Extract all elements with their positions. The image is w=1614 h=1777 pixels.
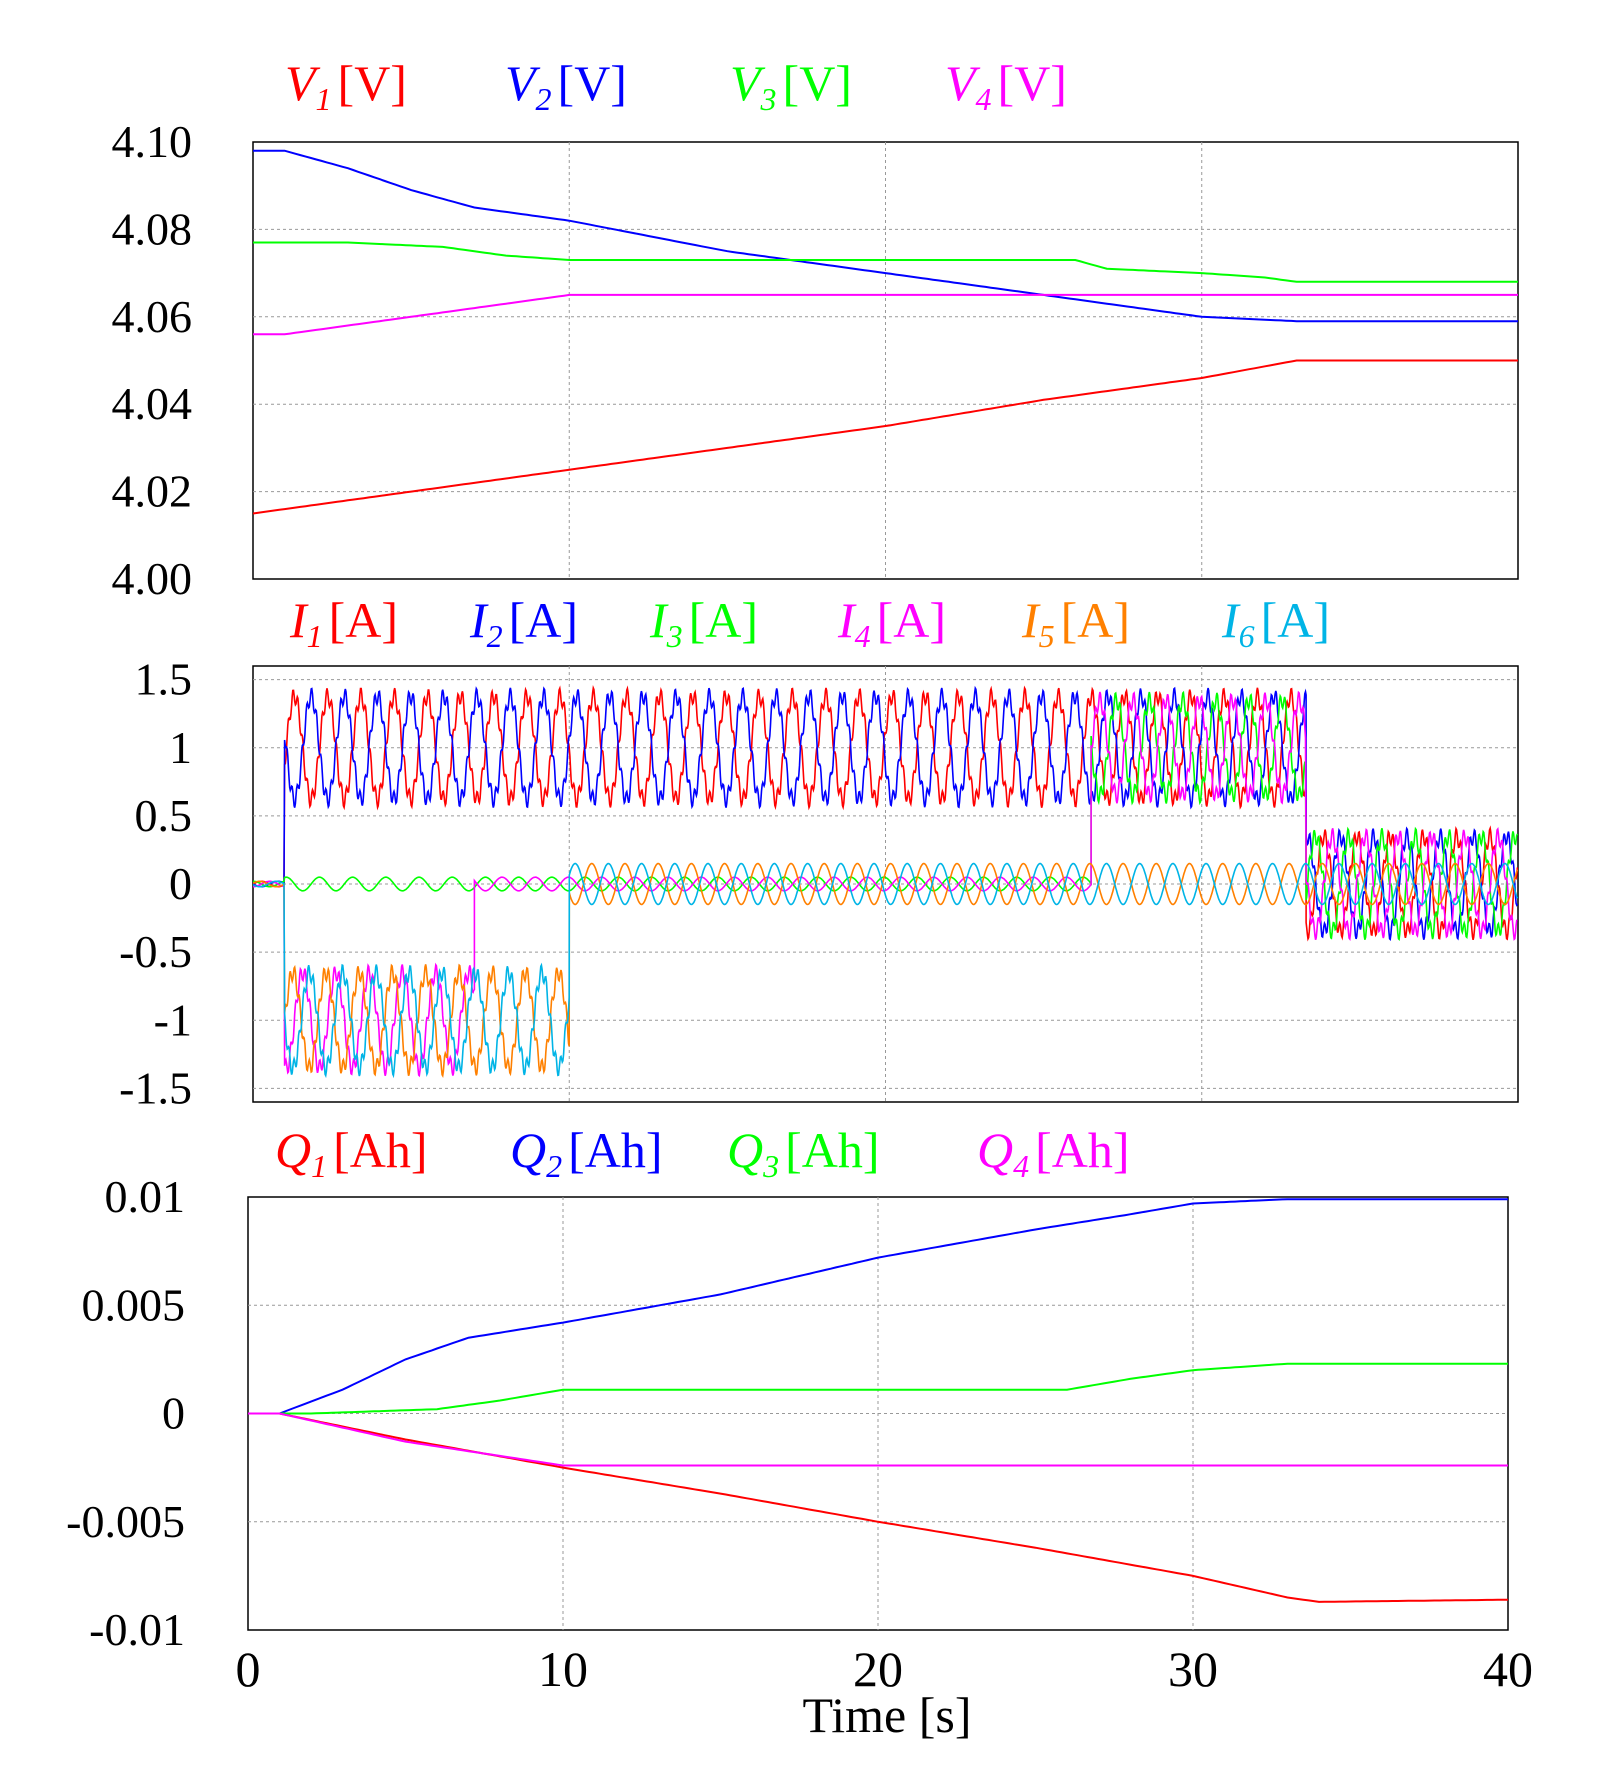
y-tick-label: 4.04 — [112, 378, 193, 429]
legend-entry-i5: I5 [A] — [1021, 592, 1130, 654]
legend-entry-i6: I6 [A] — [1221, 592, 1330, 654]
legend-entry-q3: Q3 [Ah] — [727, 1122, 880, 1184]
legend-entry-v1: V1 [V] — [285, 55, 407, 117]
current-panel: 1.5 1 0.5 0 -0.5 -1 -1.5 I1 [A] I2 [A] I3 [A] I4 [A] I5… — [119, 592, 1519, 1113]
series-line-v3 — [253, 241, 1518, 283]
legend-entry-q4: Q4 [Ah] — [977, 1122, 1130, 1184]
y-tick-label: 4.02 — [112, 466, 193, 517]
x-tick-label: 40 — [1483, 1641, 1533, 1697]
y-tick-label: 4.08 — [112, 203, 193, 254]
series-line-q4 — [248, 1412, 1508, 1467]
x-tick-label: 0 — [236, 1641, 261, 1697]
legend-entry-i4: I4 [A] — [837, 592, 946, 654]
y-tick-label: 0.01 — [105, 1171, 186, 1222]
y-tick-label: 0.005 — [82, 1279, 186, 1330]
series-line-v1 — [253, 359, 1518, 515]
series-line-i4 — [253, 690, 1518, 1078]
series-line-i5 — [253, 862, 1518, 1079]
legend-entry-v2: V2 [V] — [505, 55, 627, 117]
series-line-q3 — [248, 1362, 1508, 1415]
x-tick-label: 30 — [1168, 1641, 1218, 1697]
y-tick-label: 4.06 — [112, 291, 193, 342]
legend-entry-i2: I2 [A] — [469, 592, 578, 654]
series-line-i6 — [253, 862, 1518, 1079]
y-tick-label: -1.5 — [119, 1062, 192, 1113]
y-tick-label: 4.10 — [112, 116, 193, 167]
series-line-i3 — [253, 690, 1518, 942]
y-tick-label: -0.5 — [119, 926, 192, 977]
legend-entry-v4: V4 [V] — [945, 55, 1067, 117]
y-tick-label: 1.5 — [135, 654, 193, 705]
series-line-q2 — [248, 1198, 1508, 1415]
y-tick-label: 1 — [169, 722, 192, 773]
y-tick-label: 0 — [169, 858, 192, 909]
series-line-v4 — [253, 293, 1518, 336]
legend-entry-i3: I3 [A] — [649, 592, 758, 654]
legend-entry-q1: Q1 [Ah] — [275, 1122, 428, 1184]
y-tick-label: 4.00 — [112, 553, 193, 604]
y-tick-label: -0.01 — [89, 1604, 185, 1655]
x-tick-label: 20 — [853, 1641, 903, 1697]
series-line-v2 — [253, 149, 1518, 323]
y-tick-label: 0 — [162, 1388, 185, 1439]
charge-panel: 0.01 0.005 0 -0.005 -0.01 0 10 20 30 40 Q1 [Ah] Q2 [A… — [66, 1122, 1533, 1697]
legend-entry-q2: Q2 [Ah] — [510, 1122, 663, 1184]
x-tick-label: 10 — [538, 1641, 588, 1697]
legend-entry-i1: I1 [A] — [289, 592, 398, 654]
voltage-panel: 4.10 4.08 4.06 4.04 4.02 4.00 V1 [V] V2 [V] V3 [V] V… — [112, 55, 1519, 604]
y-tick-label: -1 — [154, 994, 192, 1045]
x-axis-label: Time [s] — [802, 1687, 971, 1743]
y-tick-label: -0.005 — [66, 1496, 185, 1547]
y-tick-label: 0.5 — [135, 790, 193, 841]
series-line-i1 — [253, 685, 1518, 942]
legend-entry-v3: V3 [V] — [730, 55, 852, 117]
